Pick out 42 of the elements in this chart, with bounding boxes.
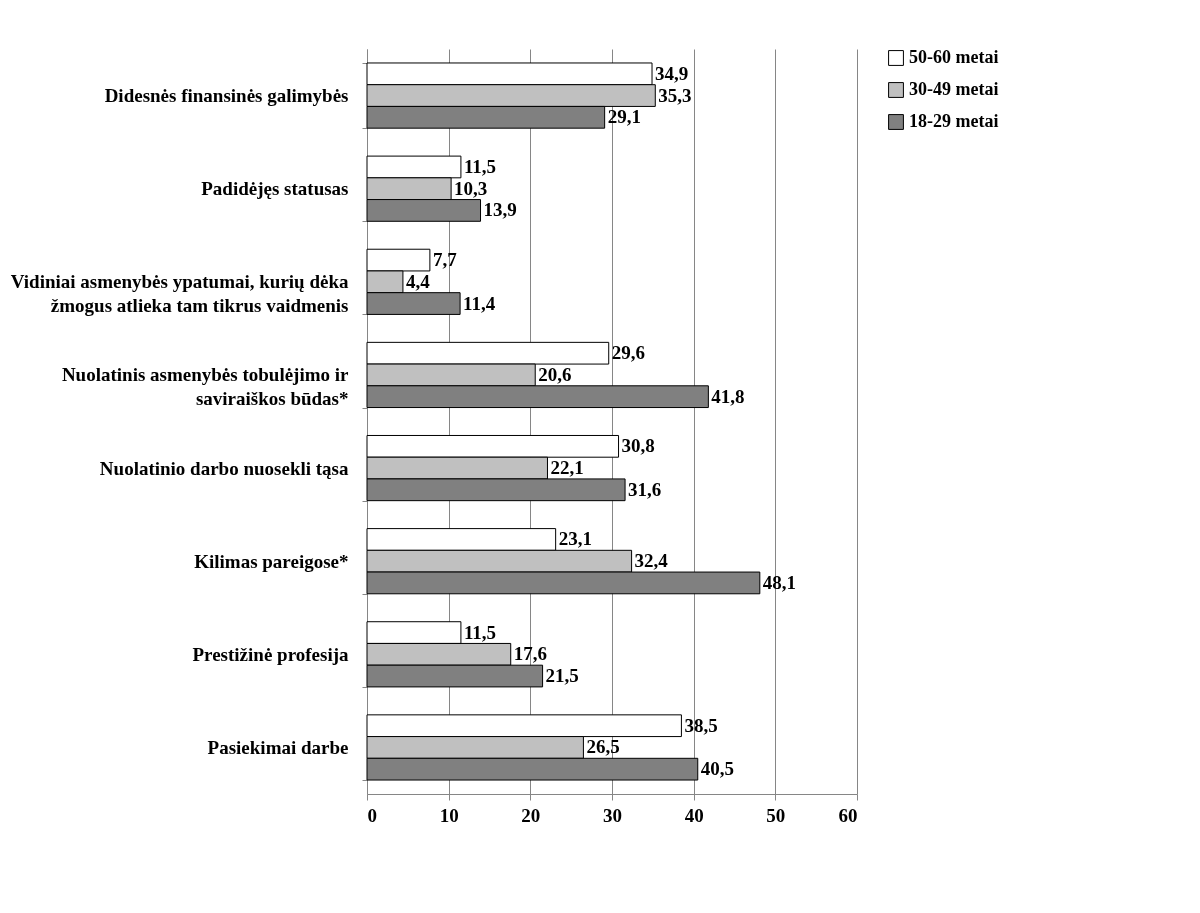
- legend-label: 30-49 metai: [909, 79, 999, 99]
- data-label: 38,5: [684, 714, 718, 736]
- x-tick-label: 50: [766, 804, 786, 826]
- y-tick-label: Kilimas pareigose*: [194, 550, 349, 572]
- data-label: 13,9: [483, 199, 517, 221]
- x-tick-label: 40: [684, 804, 704, 826]
- legend-label: 50-60 metai: [909, 47, 999, 67]
- x-tick-label: 20: [521, 804, 541, 826]
- y-tick-label: Vidiniai asmenybės ypatumai, kurių dėka žmogus atlieka tam tikrus vaidmenis: [10, 271, 349, 317]
- data-label: 11,5: [463, 155, 497, 177]
- data-label: 17,6: [513, 643, 547, 665]
- y-tick-label: Nuolatinis asmenybės tobulėjimo ir saviraiškos būdas*: [61, 364, 350, 410]
- data-label: 20,6: [538, 363, 572, 385]
- data-label: 48,1: [762, 571, 797, 593]
- x-tick-label: 0: [367, 804, 377, 826]
- data-label: 26,5: [586, 736, 620, 758]
- data-label: 10,3: [454, 177, 488, 199]
- data-label: 29,1: [607, 106, 641, 128]
- data-label: 21,5: [545, 665, 579, 687]
- data-label: 22,1: [550, 457, 584, 479]
- x-tick-label: 60: [838, 804, 858, 826]
- data-label: 11,5: [463, 621, 497, 643]
- y-tick-label: Pasiekimai darbe: [207, 736, 349, 758]
- y-tick-label: Nuolatinio darbo nuosekli tąsa: [99, 457, 349, 479]
- data-label: 4,4: [405, 270, 431, 292]
- x-tick-label: 30: [603, 804, 622, 826]
- y-tick-label: Didesnės finansinės galimybės: [104, 85, 349, 107]
- data-label: 35,3: [658, 84, 692, 106]
- data-label: 29,6: [611, 342, 645, 364]
- legend-label: 18-29 metai: [909, 111, 999, 131]
- data-label: 40,5: [700, 758, 734, 780]
- data-label: 41,8: [711, 385, 745, 407]
- data-label: 31,6: [628, 478, 662, 500]
- data-label: 30,8: [621, 435, 655, 457]
- data-label: 7,7: [432, 249, 458, 271]
- data-label: 11,4: [463, 292, 496, 314]
- x-tick-label: 10: [439, 804, 459, 826]
- y-tick-label: Prestižinė profesija: [192, 643, 349, 665]
- data-label: 32,4: [634, 550, 669, 572]
- data-label: 23,1: [558, 528, 592, 550]
- y-tick-label: Padidėjęs statusas: [201, 178, 349, 200]
- data-label: 34,9: [655, 62, 689, 84]
